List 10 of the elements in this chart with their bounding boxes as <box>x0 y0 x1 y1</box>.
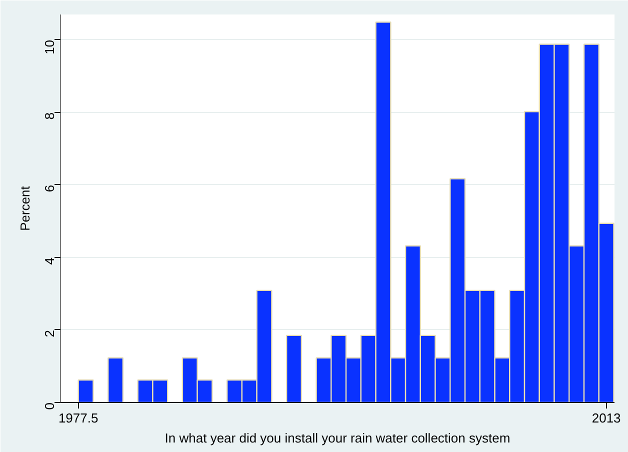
x-axis-title: In what year did you install your rain water collection system <box>164 430 510 446</box>
y-axis-title: Percent <box>18 186 32 231</box>
x-tick-label: 2013 <box>592 410 621 426</box>
y-tick-label: 8 <box>42 112 57 120</box>
x-tick-label: 1977.5 <box>58 410 98 426</box>
y-tick-label: 10 <box>42 40 57 54</box>
y-tick-label: 6 <box>42 184 57 192</box>
y-tick-label: 4 <box>42 257 57 265</box>
y-tick-label: 2 <box>42 330 57 338</box>
y-tick-label: 0 <box>42 402 57 410</box>
